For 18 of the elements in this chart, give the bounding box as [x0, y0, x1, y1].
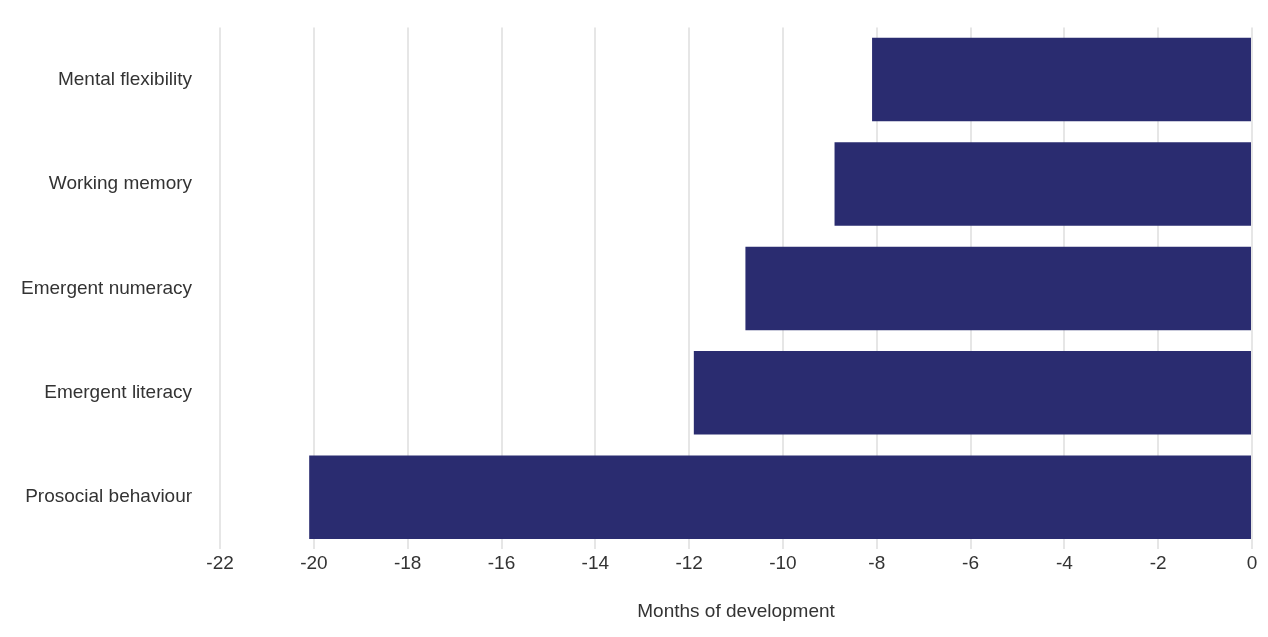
x-tick-label: -14 — [581, 552, 610, 574]
y-tick-label: Mental flexibility — [57, 67, 193, 89]
x-tick-label: -12 — [675, 552, 703, 574]
x-tick-label: 0 — [1246, 552, 1258, 574]
x-tick-label: -8 — [868, 552, 886, 574]
x-tick-label: -6 — [962, 552, 980, 574]
y-tick-label: Emergent literacy — [44, 381, 193, 403]
x-tick-label: -22 — [206, 552, 234, 574]
y-tick-label: Prosocial behaviour — [25, 485, 193, 507]
x-tick-label: -20 — [300, 552, 328, 574]
x-axis-title: Months of development — [637, 599, 836, 621]
x-tick-label: -2 — [1149, 552, 1167, 574]
x-tick-label: -4 — [1055, 552, 1074, 574]
x-tick-label: -18 — [393, 552, 422, 574]
x-tick-label: -10 — [769, 552, 797, 574]
y-tick-label: Working memory — [48, 172, 193, 194]
x-tick-label: -16 — [487, 552, 516, 574]
y-tick-label: Emergent numeracy — [21, 276, 193, 298]
